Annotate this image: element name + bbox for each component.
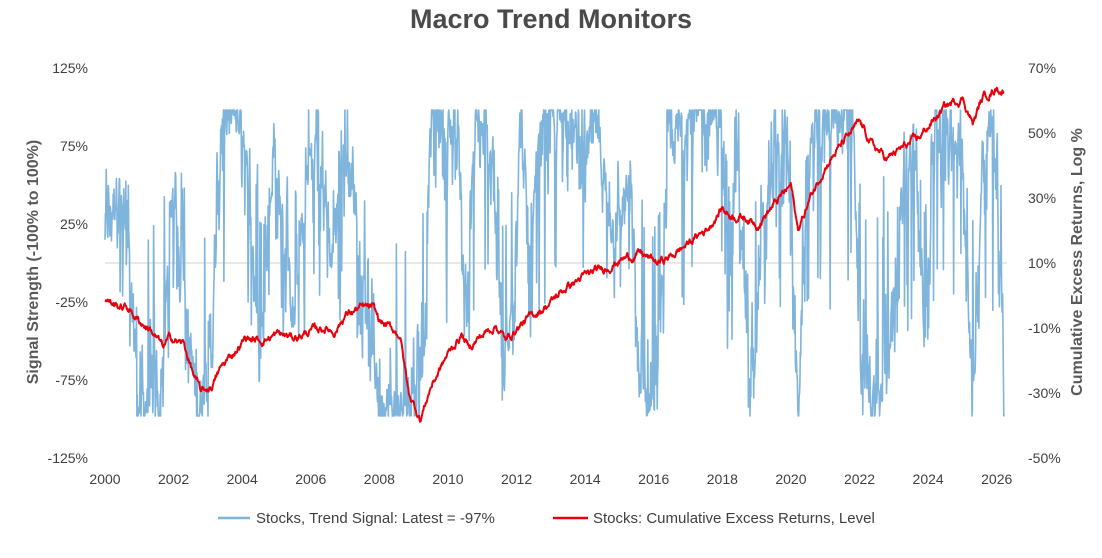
right-tick-label: -30% [1028, 385, 1061, 401]
x-tick-label: 2014 [570, 471, 601, 487]
x-tick-label: 2024 [913, 471, 944, 487]
left-tick-label: 25% [60, 216, 88, 232]
x-axis-ticks: 2000 2002 2004 2006 2008 2010 2012 2014 2016 2018… [89, 471, 1012, 487]
right-tick-label: -50% [1028, 450, 1061, 466]
right-axis-ticks: 70% 50% 30% 10% -10% -30% -50% [1028, 60, 1061, 466]
x-tick-label: 2000 [89, 471, 120, 487]
x-tick-label: 2004 [227, 471, 258, 487]
left-tick-label: -25% [55, 294, 88, 310]
legend-label-trend-signal: Stocks, Trend Signal: Latest = -97% [256, 510, 495, 527]
right-tick-label: 10% [1028, 255, 1056, 271]
x-tick-label: 2012 [501, 471, 532, 487]
x-tick-label: 2026 [981, 471, 1012, 487]
left-axis-label: Signal Strength (-100% to 100%) [25, 140, 42, 385]
x-tick-label: 2018 [707, 471, 738, 487]
right-tick-label: 30% [1028, 190, 1056, 206]
x-tick-label: 2002 [158, 471, 189, 487]
series-line-trend-signal [104, 109, 1006, 417]
left-tick-label: -125% [48, 450, 88, 466]
left-axis-ticks: 125% 75% 25% -25% -75% -125% [48, 60, 88, 466]
legend-label-cumulative-returns: Stocks: Cumulative Excess Returns, Level [593, 510, 875, 527]
trend-signal-layer [104, 109, 1006, 417]
x-tick-label: 2010 [432, 471, 463, 487]
right-tick-label: -10% [1028, 320, 1061, 336]
right-axis-label: Cumulative Excess Returns, Log % [1069, 128, 1086, 396]
chart-title: Macro Trend Monitors [410, 4, 692, 34]
series-line-cumulative-returns [104, 86, 1005, 423]
left-tick-label: 75% [60, 138, 88, 154]
legend: Stocks, Trend Signal: Latest = -97% Stoc… [218, 510, 875, 527]
plot-area [104, 86, 1007, 423]
left-tick-label: -75% [55, 372, 88, 388]
x-tick-label: 2016 [638, 471, 669, 487]
x-tick-label: 2008 [364, 471, 395, 487]
cumulative-returns-layer [104, 86, 1005, 423]
x-tick-label: 2022 [844, 471, 875, 487]
x-tick-label: 2020 [775, 471, 806, 487]
x-tick-label: 2006 [295, 471, 326, 487]
left-tick-label: 125% [52, 60, 88, 76]
right-tick-label: 50% [1028, 125, 1056, 141]
right-tick-label: 70% [1028, 60, 1056, 76]
